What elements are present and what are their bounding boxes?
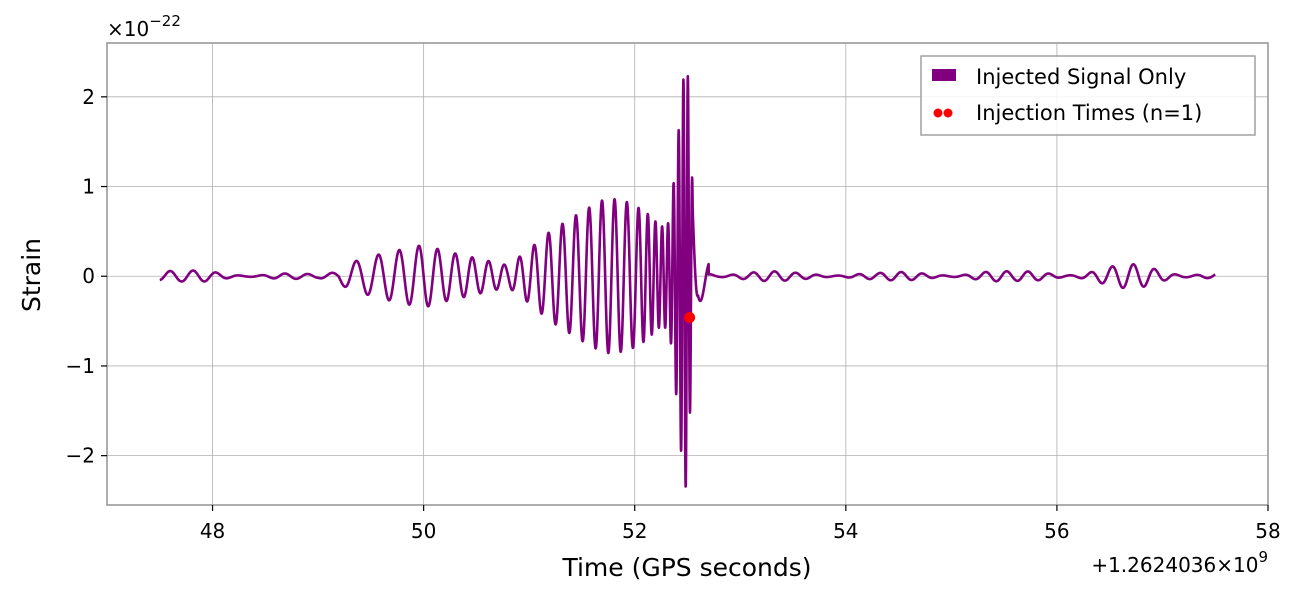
x-tick-label: 50 — [411, 519, 436, 543]
legend-box — [920, 55, 1256, 136]
legend-label-injected-signal: Injected Signal Only — [976, 65, 1186, 89]
x-axis-offset: +1.2624036×109 — [1091, 548, 1268, 577]
injection-time-point — [684, 312, 696, 324]
y-multiplier-exponent: −22 — [149, 12, 181, 30]
y-tick-label: −1 — [66, 354, 95, 378]
legend-marker-injection-1 — [933, 108, 943, 118]
x-axis-label: Time (GPS seconds) — [561, 553, 811, 582]
legend: Injected Signal Only Injection Times (n=… — [920, 55, 1256, 136]
y-tick-label: −2 — [66, 444, 95, 468]
injection-points — [684, 312, 696, 324]
legend-swatch-injected-signal — [932, 69, 956, 81]
legend-marker-injection-2 — [943, 108, 953, 118]
y-axis-ticks: −2 −1 0 1 2 — [66, 85, 107, 468]
x-axis-ticks: 48 50 52 54 56 58 — [200, 505, 1281, 543]
injected-signal-line — [158, 74, 1217, 488]
x-tick-label: 54 — [833, 519, 858, 543]
y-tick-label: 1 — [82, 175, 95, 199]
plot-area — [158, 74, 1217, 488]
y-tick-label: 2 — [82, 85, 95, 109]
x-offset-exponent: 9 — [1258, 548, 1268, 566]
y-tick-label: 0 — [82, 264, 95, 288]
x-tick-label: 58 — [1255, 519, 1280, 543]
x-tick-label: 56 — [1044, 519, 1069, 543]
axes-frame — [106, 42, 1269, 506]
y-axis-multiplier: ×10−22 — [107, 12, 181, 41]
y-axis-label: Strain — [17, 238, 46, 312]
legend-label-injection-times: Injection Times (n=1) — [976, 101, 1202, 125]
x-tick-label: 48 — [200, 519, 225, 543]
x-tick-label: 52 — [622, 519, 647, 543]
x-offset-base: +1.2624036×10 — [1091, 553, 1258, 577]
y-multiplier-base: ×10 — [107, 17, 149, 41]
